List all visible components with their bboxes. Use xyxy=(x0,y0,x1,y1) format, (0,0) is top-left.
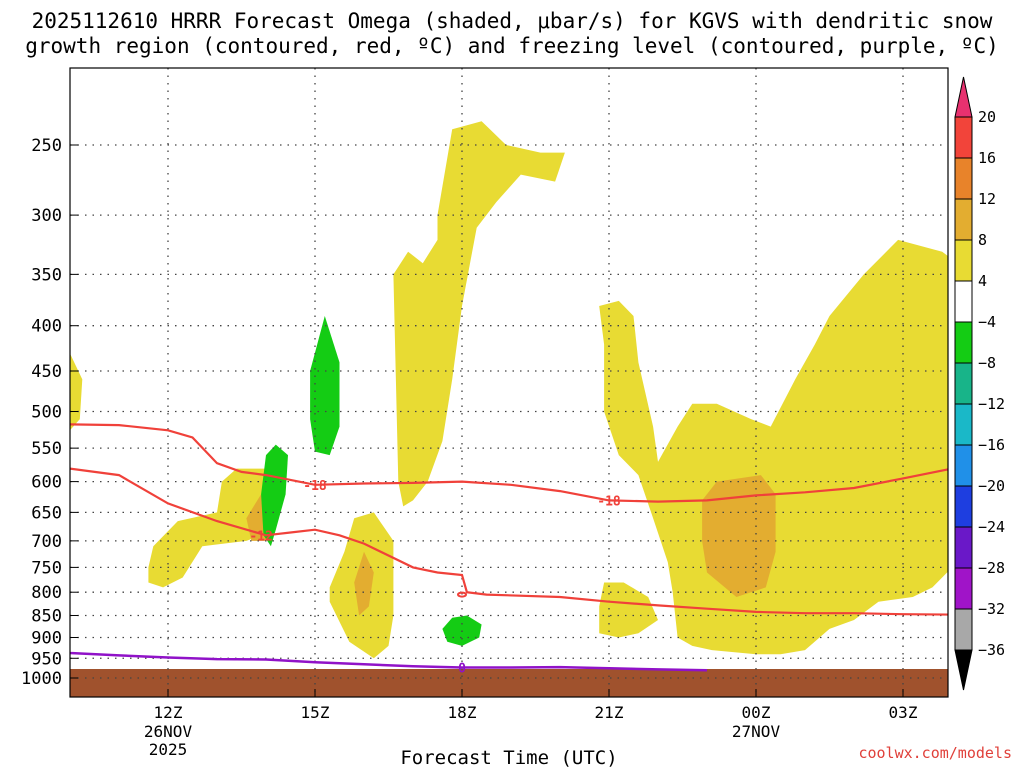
ytick-label-1000: 1000 xyxy=(21,669,62,689)
xtick-date-00Z: 27NOV xyxy=(732,722,781,741)
ytick-label-250: 250 xyxy=(31,136,62,156)
colorbar-label-4: 4 xyxy=(978,272,987,290)
colorbar-band-11 xyxy=(955,527,972,568)
xtick-label-18Z: 18Z xyxy=(448,703,477,722)
colorbar-label-12: −32 xyxy=(978,600,1005,618)
x-axis-label: Forecast Time (UTC) xyxy=(400,747,617,768)
ytick-label-700: 700 xyxy=(31,532,62,552)
contour-label-minus18-left: -18 xyxy=(303,479,327,494)
colorbar-band-13 xyxy=(955,609,972,650)
xtick-date-12Z: 26NOV xyxy=(144,722,193,741)
colorbar-label-7: −12 xyxy=(978,395,1005,413)
contour-label-minus12: -12 xyxy=(249,529,272,544)
ytick-label-650: 650 xyxy=(31,503,62,523)
ytick-label-400: 400 xyxy=(31,317,62,337)
chart-title-line2: growth region (contoured, red, ºC) and f… xyxy=(25,34,999,58)
colorbar-label-8: −16 xyxy=(978,436,1005,454)
colorbar-label-6: −8 xyxy=(978,354,996,372)
ytick-label-950: 950 xyxy=(31,649,62,669)
contour-minus12-blob xyxy=(458,593,466,597)
colorbar-band-4 xyxy=(955,240,972,281)
colorbar-label-11: −28 xyxy=(978,559,1005,577)
colorbar-band-10 xyxy=(955,486,972,527)
ytick-label-850: 850 xyxy=(31,607,62,627)
colorbar-label-0: 20 xyxy=(978,108,996,126)
colorbar-label-3: 8 xyxy=(978,231,987,249)
omega-chart: -12 -18 -18 0 250 300 350 400 450 500 550 600 650 70… xyxy=(0,0,1024,768)
colorbar-label-13: −36 xyxy=(978,641,1005,659)
colorbar-band-9 xyxy=(955,445,972,486)
colorbar-band-5 xyxy=(955,281,972,322)
ytick-label-350: 350 xyxy=(31,265,62,285)
ytick-label-450: 450 xyxy=(31,362,62,382)
xtick-label-12Z: 12Z xyxy=(154,703,183,722)
ytick-label-750: 750 xyxy=(31,558,62,578)
xtick-year-12Z: 2025 xyxy=(149,740,188,759)
colorbar-band-2 xyxy=(955,158,972,199)
xtick-label-15Z: 15Z xyxy=(301,703,330,722)
colorbar-band-12 xyxy=(955,568,972,609)
colorbar-label-1: 16 xyxy=(978,149,996,167)
ytick-label-800: 800 xyxy=(31,583,62,603)
ytick-label-500: 500 xyxy=(31,403,62,423)
omega-region-yellow-right-bottom xyxy=(599,583,658,638)
contour-label-minus18-right: -18 xyxy=(597,494,621,509)
ytick-label-550: 550 xyxy=(31,439,62,459)
colorbar-band-3 xyxy=(955,199,972,240)
xtick-label-21Z: 21Z xyxy=(595,703,624,722)
colorbar-band-1 xyxy=(955,117,972,158)
ytick-label-600: 600 xyxy=(31,473,62,493)
colorbar-label-9: −20 xyxy=(978,477,1005,495)
xtick-label-03Z: 03Z xyxy=(889,703,918,722)
colorbar-band-8 xyxy=(955,404,972,445)
colorbar-arrow-top xyxy=(955,77,972,117)
colorbar-band-6 xyxy=(955,322,972,363)
xtick-label-00Z: 00Z xyxy=(742,703,771,722)
ground-fill xyxy=(70,669,948,697)
ytick-label-900: 900 xyxy=(31,628,62,648)
colorbar-band-7 xyxy=(955,363,972,404)
colorbar-arrow-bottom xyxy=(955,650,972,690)
ytick-label-300: 300 xyxy=(31,206,62,226)
colorbar-label-5: −4 xyxy=(978,313,996,331)
omega-region-green-upper xyxy=(310,316,339,455)
colorbar-label-10: −24 xyxy=(978,518,1005,536)
contour-freezing-level xyxy=(21,649,707,670)
colorbar-label-2: 12 xyxy=(978,190,996,208)
chart-title-line1: 2025112610 HRRR Forecast Omega (shaded, … xyxy=(32,9,993,33)
credit-text: coolwx.com/models xyxy=(858,744,1012,762)
omega-region-yellow-tall-column xyxy=(393,121,565,506)
contour-label-freezing: 0 xyxy=(458,661,466,676)
